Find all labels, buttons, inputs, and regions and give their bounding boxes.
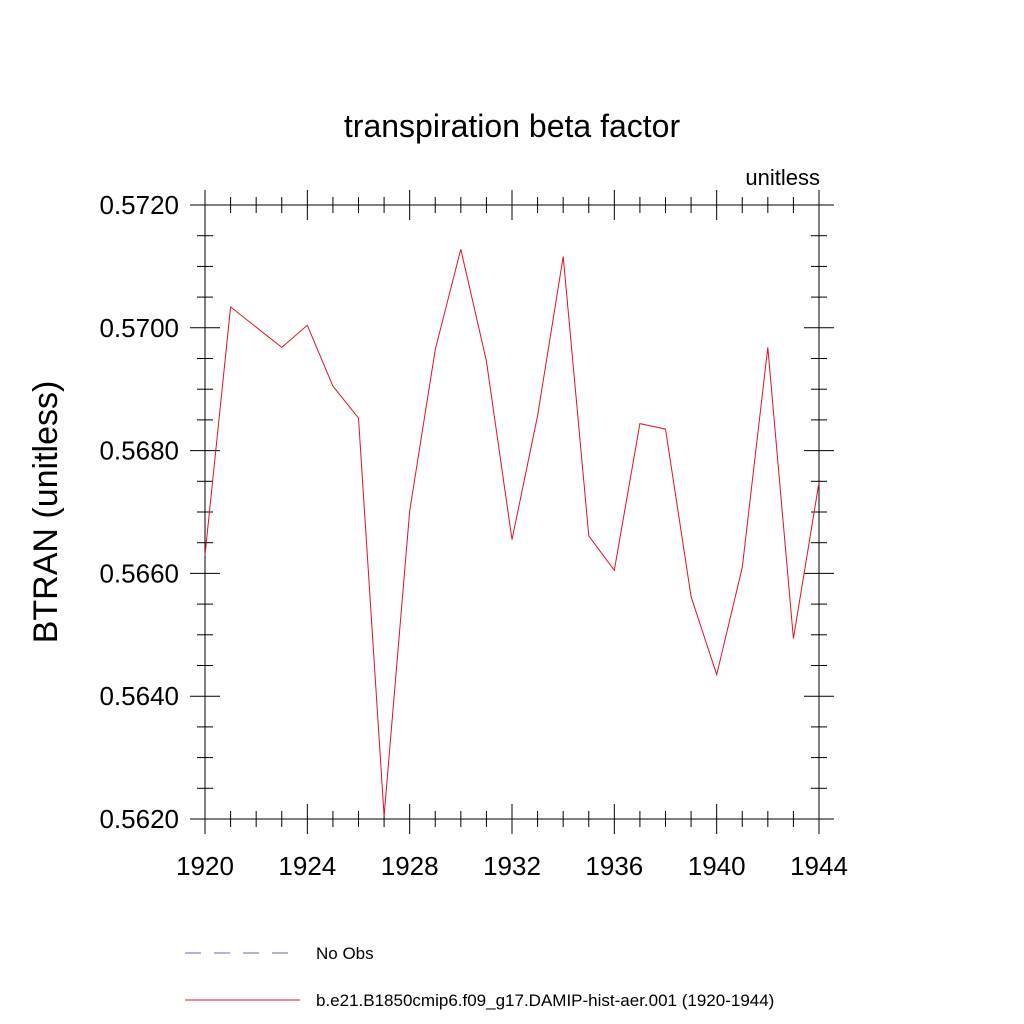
- y-minor-ticks: [197, 235, 827, 789]
- plot-frame: [204, 204, 820, 820]
- x-minor-ticks: [230, 197, 794, 827]
- y-tick-label: 0.5700: [99, 313, 179, 343]
- series-line-btran: [204, 249, 820, 816]
- x-tick-label: 1936: [585, 851, 643, 881]
- y-major-ticks: [190, 204, 834, 820]
- legend: No Obs b.e21.B1850cmip6.f09_g17.DAMIP-hi…: [185, 944, 774, 1010]
- chart-title: transpiration beta factor: [344, 108, 681, 144]
- y-tick-label: 0.5720: [99, 190, 179, 220]
- y-tick-labels: 0.5620 0.5640 0.5660 0.5680 0.5700 0.5720: [99, 190, 179, 834]
- x-tick-label: 1920: [176, 851, 234, 881]
- x-major-ticks: [204, 190, 820, 834]
- y-tick-label: 0.5620: [99, 804, 179, 834]
- y-tick-label: 0.5660: [99, 558, 179, 588]
- legend-label-simulation: b.e21.B1850cmip6.f09_g17.DAMIP-hist-aer.…: [316, 991, 774, 1010]
- x-tick-label: 1924: [278, 851, 336, 881]
- x-tick-labels: 1920 1924 1928 1932 1936 1940 1944: [176, 851, 848, 881]
- x-tick-label: 1944: [790, 851, 848, 881]
- legend-label-no-obs: No Obs: [316, 944, 374, 963]
- units-label: unitless: [745, 165, 820, 190]
- x-tick-label: 1928: [381, 851, 439, 881]
- x-tick-label: 1940: [688, 851, 746, 881]
- x-tick-label: 1932: [483, 851, 541, 881]
- y-tick-label: 0.5680: [99, 436, 179, 466]
- y-tick-label: 0.5640: [99, 681, 179, 711]
- y-axis-label: BTRAN (unitless): [27, 381, 65, 644]
